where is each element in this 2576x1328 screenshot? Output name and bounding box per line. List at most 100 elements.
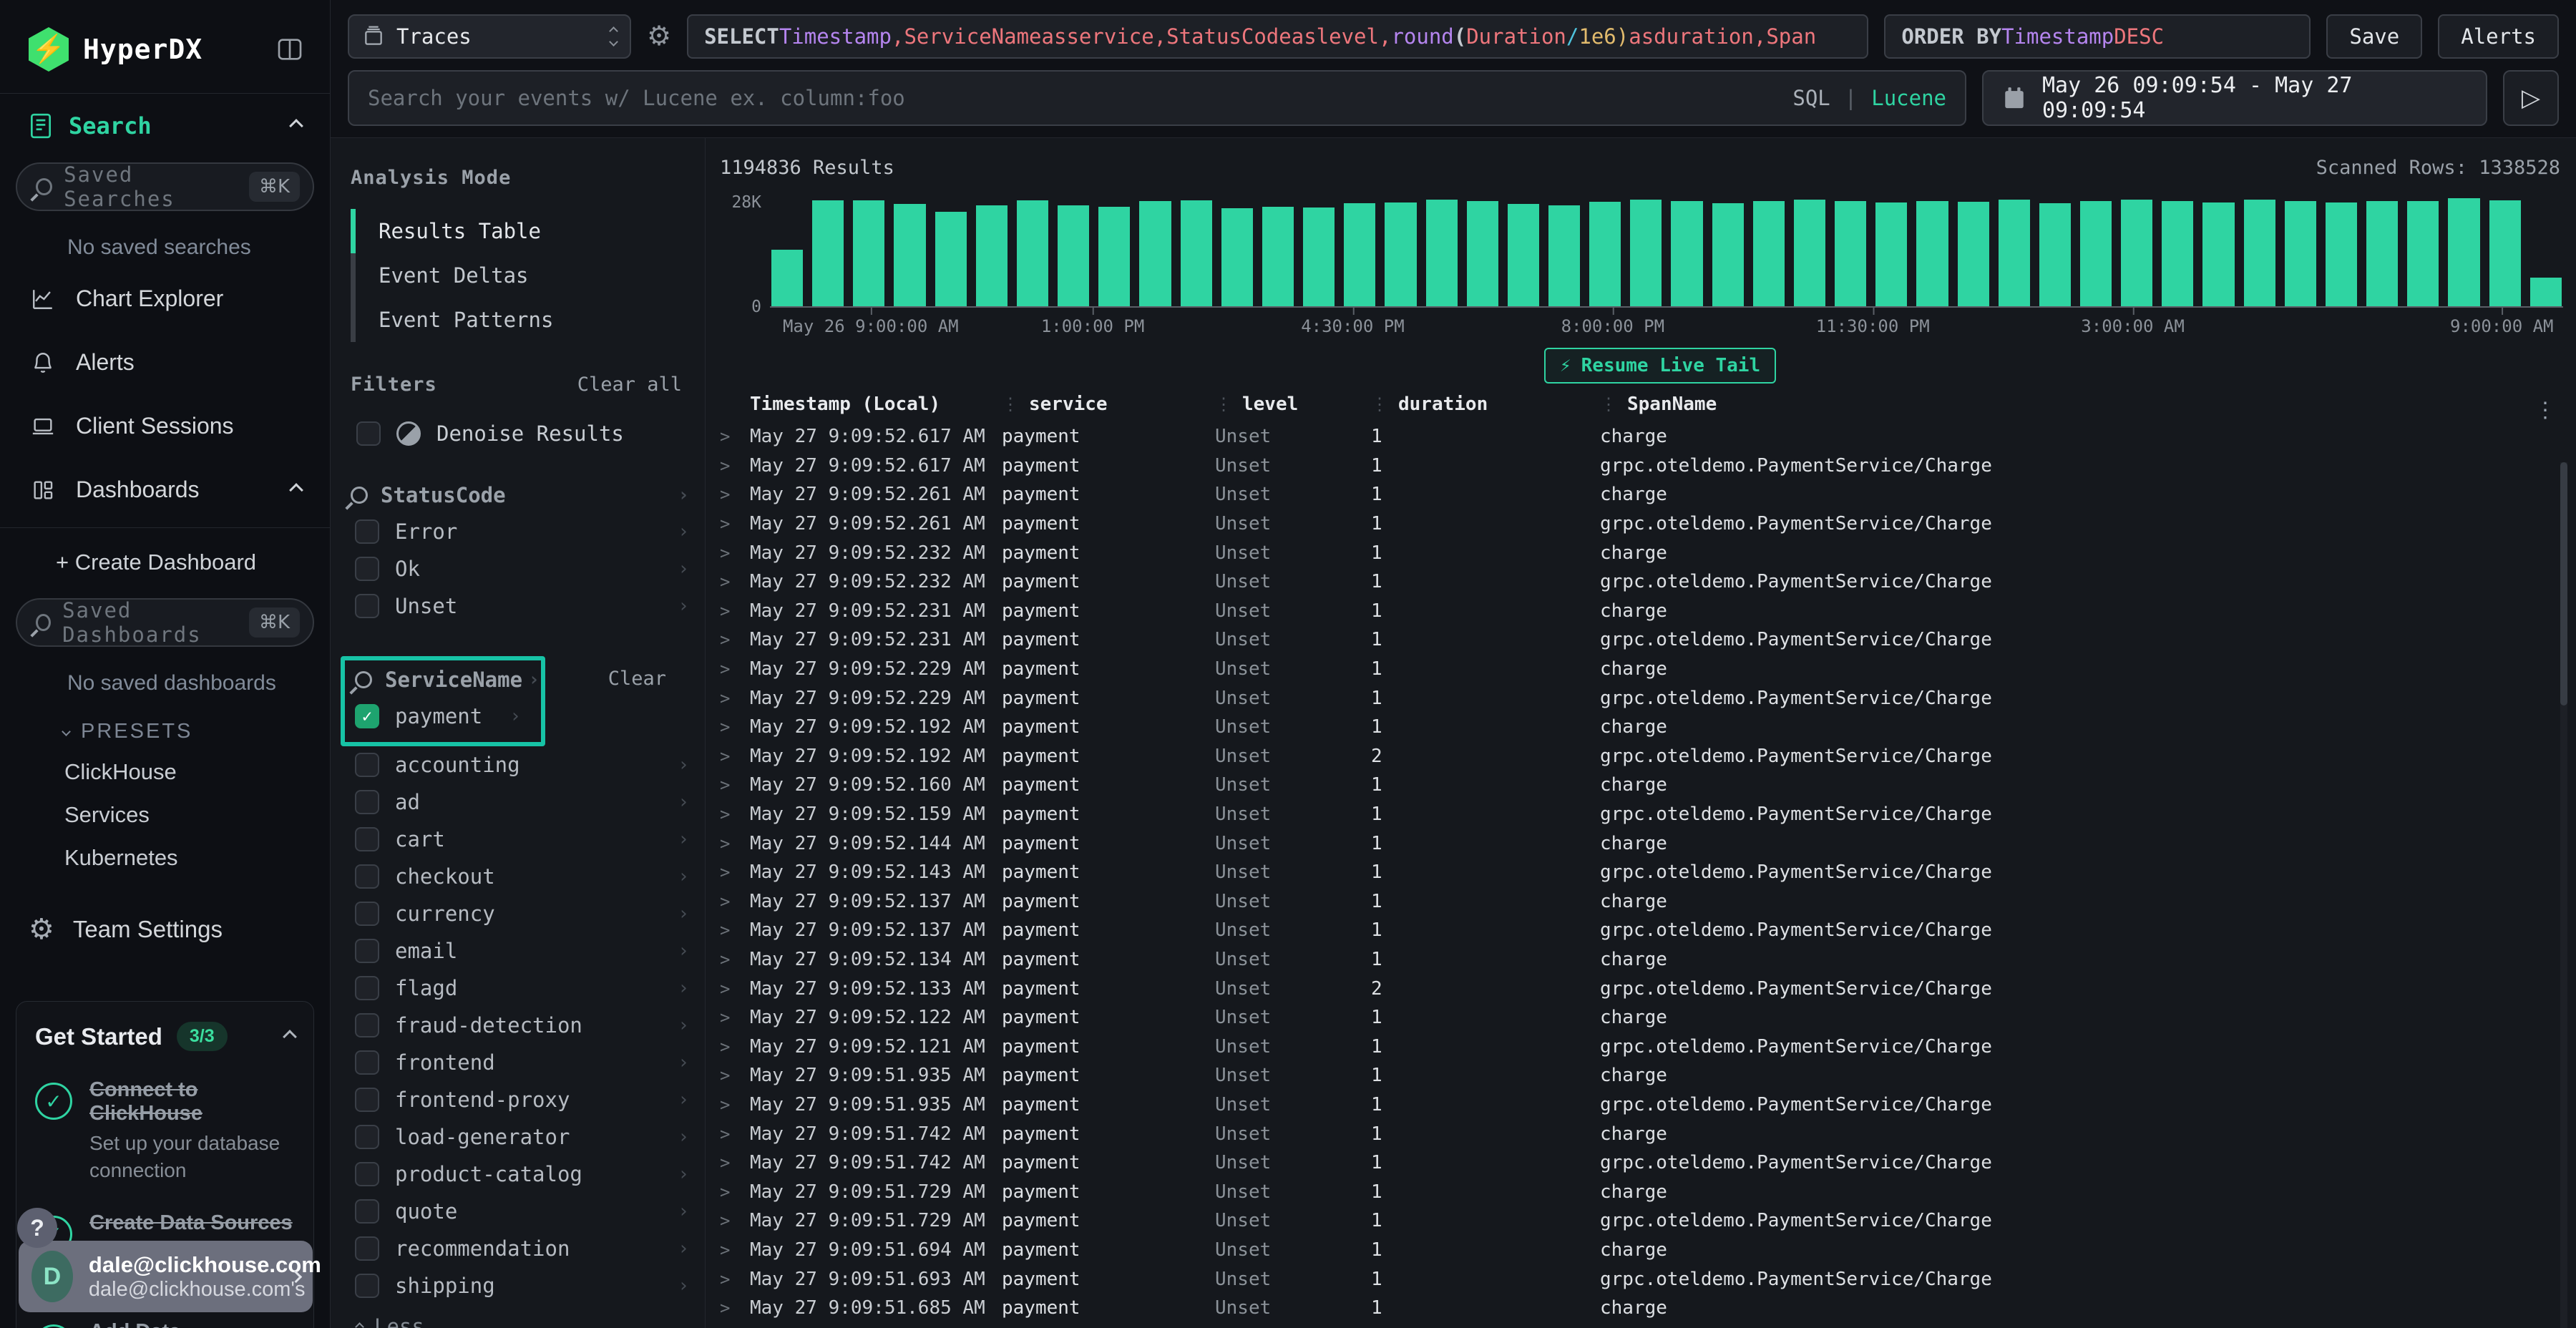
filter-option[interactable]: quote › xyxy=(351,1193,691,1230)
denoise-results-toggle[interactable]: Denoise Results xyxy=(356,421,691,446)
histogram-bar[interactable] xyxy=(975,205,1008,306)
table-row[interactable]: > May 27 9:09:52.133 AM payment Unset 2 grpc.… xyxy=(720,974,2567,1003)
histogram-bar[interactable] xyxy=(2080,201,2112,306)
analysis-mode-tab[interactable]: Event Patterns xyxy=(351,298,691,342)
checkbox[interactable] xyxy=(355,790,379,814)
saved-dashboards-input[interactable]: Saved Dashboards ⌘K xyxy=(16,598,314,647)
column-header-spanname[interactable]: ⋮ SpanName xyxy=(1600,394,2567,415)
sidebar-item-dashboards[interactable]: Dashboards xyxy=(0,458,330,522)
checkbox[interactable] xyxy=(355,827,379,851)
show-less-toggle[interactable]: Less xyxy=(351,1304,691,1328)
histogram-bars[interactable] xyxy=(770,197,2563,308)
expand-row-chevron-icon[interactable]: > xyxy=(720,600,731,621)
expand-row-chevron-icon[interactable]: > xyxy=(720,717,731,738)
histogram-bar[interactable] xyxy=(2448,197,2480,306)
checkbox[interactable] xyxy=(355,1050,379,1075)
histogram-bar[interactable] xyxy=(2284,201,2316,306)
filter-option[interactable]: cart › xyxy=(351,821,691,858)
column-header-timestamp-local-[interactable]: Timestamp (Local) xyxy=(750,394,1002,415)
table-options-kebab-icon[interactable]: ⋮ xyxy=(2534,398,2557,423)
expand-row-chevron-icon[interactable]: > xyxy=(720,1298,731,1319)
order-by-input[interactable]: ORDER BY Timestamp DESC xyxy=(1884,14,2311,59)
checkbox[interactable] xyxy=(355,1236,379,1261)
table-row[interactable]: > May 27 9:09:51.729 AM payment Unset 1 grpc.… xyxy=(720,1206,2567,1236)
histogram-bar[interactable] xyxy=(2243,200,2275,306)
expand-row-chevron-icon[interactable]: > xyxy=(720,659,731,680)
analysis-mode-tab[interactable]: Results Table xyxy=(351,209,691,253)
histogram-bar[interactable] xyxy=(1752,200,1785,306)
histogram-bar[interactable] xyxy=(894,204,926,306)
help-button[interactable]: ? xyxy=(17,1208,57,1248)
sidebar-item-alerts[interactable]: Alerts xyxy=(0,331,330,394)
sidebar-item-chart-explorer[interactable]: Chart Explorer xyxy=(0,267,330,331)
histogram-bar[interactable] xyxy=(2529,278,2562,306)
histogram-bar[interactable] xyxy=(1671,201,1703,306)
get-started-item[interactable]: ✓ Connect to ClickHouse Set up your databa… xyxy=(35,1078,295,1184)
events-histogram[interactable]: 28K 0 May 26 9:00:00 AM 1:00:00 PM 4:30:00… xyxy=(720,193,2567,341)
histogram-bar[interactable] xyxy=(1957,201,1989,306)
expand-row-chevron-icon[interactable]: > xyxy=(720,833,731,854)
histogram-bar[interactable] xyxy=(2039,202,2071,306)
collapse-sidebar-icon[interactable] xyxy=(275,35,304,64)
filter-option[interactable]: frontend › xyxy=(351,1044,691,1081)
table-row[interactable]: > May 27 9:09:51.729 AM payment Unset 1 charg… xyxy=(720,1177,2567,1206)
table-row[interactable]: > May 27 9:09:52.232 AM payment Unset 1 grpc.… xyxy=(720,567,2567,597)
checkbox[interactable] xyxy=(355,864,379,889)
histogram-bar[interactable] xyxy=(1589,201,1621,306)
expand-row-chevron-icon[interactable]: > xyxy=(720,455,731,476)
sidebar-item-preset[interactable]: ClickHouse xyxy=(64,759,177,784)
expand-row-chevron-icon[interactable]: > xyxy=(720,1327,750,1328)
filter-option[interactable]: ad › xyxy=(351,783,691,821)
histogram-bar[interactable] xyxy=(1548,205,1581,306)
filter-option[interactable]: load-generator › xyxy=(351,1118,691,1156)
table-row[interactable]: > May 27 9:09:52.232 AM payment Unset 1 charg… xyxy=(720,538,2567,567)
clear-filter-button[interactable]: Clear xyxy=(608,668,666,690)
expand-row-chevron-icon[interactable]: > xyxy=(720,572,731,592)
expand-row-chevron-icon[interactable]: > xyxy=(720,1211,731,1231)
histogram-bar[interactable] xyxy=(1344,202,1376,306)
expand-row-chevron-icon[interactable]: > xyxy=(720,1007,731,1028)
presets-toggle[interactable]: PRESETS xyxy=(0,703,330,751)
checkbox[interactable] xyxy=(355,1125,379,1149)
saved-searches-input[interactable]: Saved Searches ⌘K xyxy=(16,162,314,211)
table-row[interactable]: > May 27 9:09:51.693 AM payment Unset 1 grpc.… xyxy=(720,1264,2567,1294)
histogram-bar[interactable] xyxy=(1875,202,1908,306)
expand-row-chevron-icon[interactable]: > xyxy=(720,426,731,447)
histogram-bar[interactable] xyxy=(1507,203,1539,306)
table-row[interactable]: > May 27 9:09:52.617 AM payment Unset 1 grpc.… xyxy=(720,451,2567,481)
table-row[interactable]: > May 27 9:09:52.134 AM payment Unset 1 charg… xyxy=(720,945,2567,975)
filter-group-header[interactable]: ServiceName › xyxy=(351,662,540,698)
table-row[interactable]: > May 27 9:09:52.192 AM payment Unset 1 charg… xyxy=(720,713,2567,742)
expand-row-chevron-icon[interactable]: > xyxy=(720,775,731,796)
histogram-bar[interactable] xyxy=(1712,202,1744,306)
checkbox[interactable] xyxy=(355,976,379,1000)
table-row[interactable]: > May 27 9:09:51.742 AM payment Unset 1 grpc.… xyxy=(720,1148,2567,1178)
histogram-bar[interactable] xyxy=(1221,208,1253,306)
expand-row-chevron-icon[interactable]: > xyxy=(720,1123,731,1144)
sidebar-item-client-sessions[interactable]: Client Sessions xyxy=(0,394,330,458)
checkbox[interactable] xyxy=(355,1199,379,1224)
checkbox[interactable] xyxy=(355,939,379,963)
expand-row-chevron-icon[interactable]: > xyxy=(720,542,731,563)
histogram-bar[interactable] xyxy=(1262,207,1294,306)
table-row[interactable]: > May 27 9:09:52.160 AM payment Unset 1 charg… xyxy=(720,771,2567,800)
histogram-bar[interactable] xyxy=(1098,207,1131,306)
checkbox[interactable] xyxy=(355,557,379,581)
histogram-bar[interactable] xyxy=(853,200,885,306)
chevron-up-icon[interactable] xyxy=(283,1029,297,1044)
table-row[interactable]: >May 27 9:09:51.684 AMpaymentUnset1grpc.… xyxy=(720,1322,2567,1328)
histogram-bar[interactable] xyxy=(1016,200,1049,306)
histogram-bar[interactable] xyxy=(1916,201,1948,306)
histogram-bar[interactable] xyxy=(1303,207,1335,306)
histogram-bar[interactable] xyxy=(2489,200,2521,306)
filter-option[interactable]: currency › xyxy=(351,895,691,932)
run-query-button[interactable]: ▷ xyxy=(2503,70,2559,126)
expand-row-chevron-icon[interactable]: > xyxy=(720,978,731,999)
expand-row-chevron-icon[interactable]: > xyxy=(720,949,731,970)
query-settings-gear-icon[interactable]: ⚙ xyxy=(647,21,672,52)
expand-row-chevron-icon[interactable]: > xyxy=(720,514,731,534)
expand-row-chevron-icon[interactable]: > xyxy=(720,630,731,650)
analysis-mode-tab[interactable]: Event Deltas xyxy=(351,253,691,298)
checkbox[interactable] xyxy=(355,1162,379,1186)
histogram-bar[interactable] xyxy=(2121,200,2153,306)
